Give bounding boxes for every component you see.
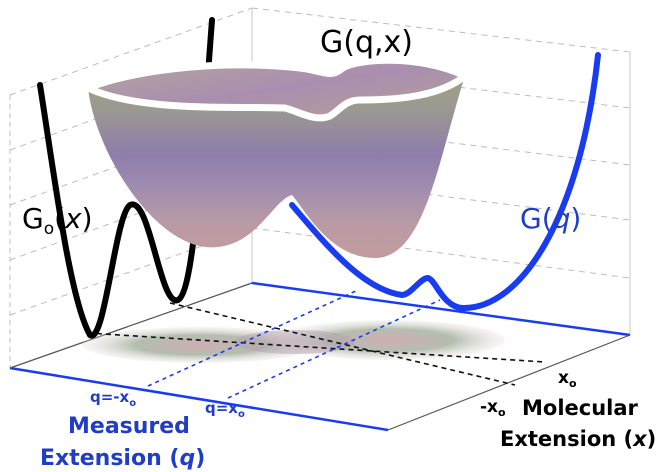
energy-surface [84,56,469,258]
floor-plane [9,281,631,432]
measured-energy-curve [289,52,601,312]
q-pos-x0-label: q=xo [205,399,245,420]
molecular-axis-title-line1: Molecular [522,396,639,420]
q-neg-x0-label: q=-xo [90,388,136,409]
measured-axis-title-line2: Extension (q) [40,446,205,471]
floor-guide-lines [87,289,546,399]
molecular-curve-label: Go(x) [22,202,93,239]
neg-x0-tick-label: -xo [480,397,506,419]
measured-axis-title-line1: Measured [68,414,190,439]
measured-curve-label: G(q) [520,202,581,235]
molecular-axis-title-line2: Extension (x) [500,427,656,451]
x0-tick-label: xo [558,368,577,390]
surface-title: G(q,x) [320,25,413,60]
